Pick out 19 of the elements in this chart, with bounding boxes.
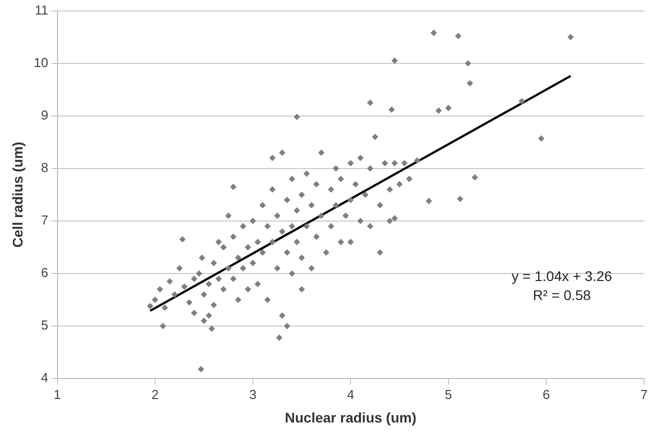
y-tick-label: 9	[41, 107, 48, 122]
y-tick-label: 11	[34, 2, 48, 18]
annotation: y = 1.04x + 3.26	[512, 268, 612, 284]
y-tick-label: 10	[34, 54, 48, 70]
y-tick-label: 8	[41, 160, 48, 176]
x-tick-label: 2	[151, 386, 159, 402]
x-tick-label: 1	[54, 386, 61, 402]
y-tick-label: 4	[41, 370, 48, 386]
x-tick-label: 5	[444, 386, 452, 402]
x-tick-label: 3	[249, 386, 256, 402]
annotation: R² = 0.58	[532, 287, 592, 304]
x-tick-label: 6	[542, 386, 550, 402]
x-tick-label: 7	[640, 386, 648, 402]
y-tick-label: 6	[41, 265, 48, 280]
y-tick-label: 7	[41, 212, 48, 228]
y-tick-label: 5	[41, 318, 48, 333]
x-axis-title: Nuclear radius (um)	[284, 409, 416, 426]
x-tick-label: 4	[347, 386, 354, 402]
y-axis-title: Cell radius (um)	[9, 142, 26, 248]
